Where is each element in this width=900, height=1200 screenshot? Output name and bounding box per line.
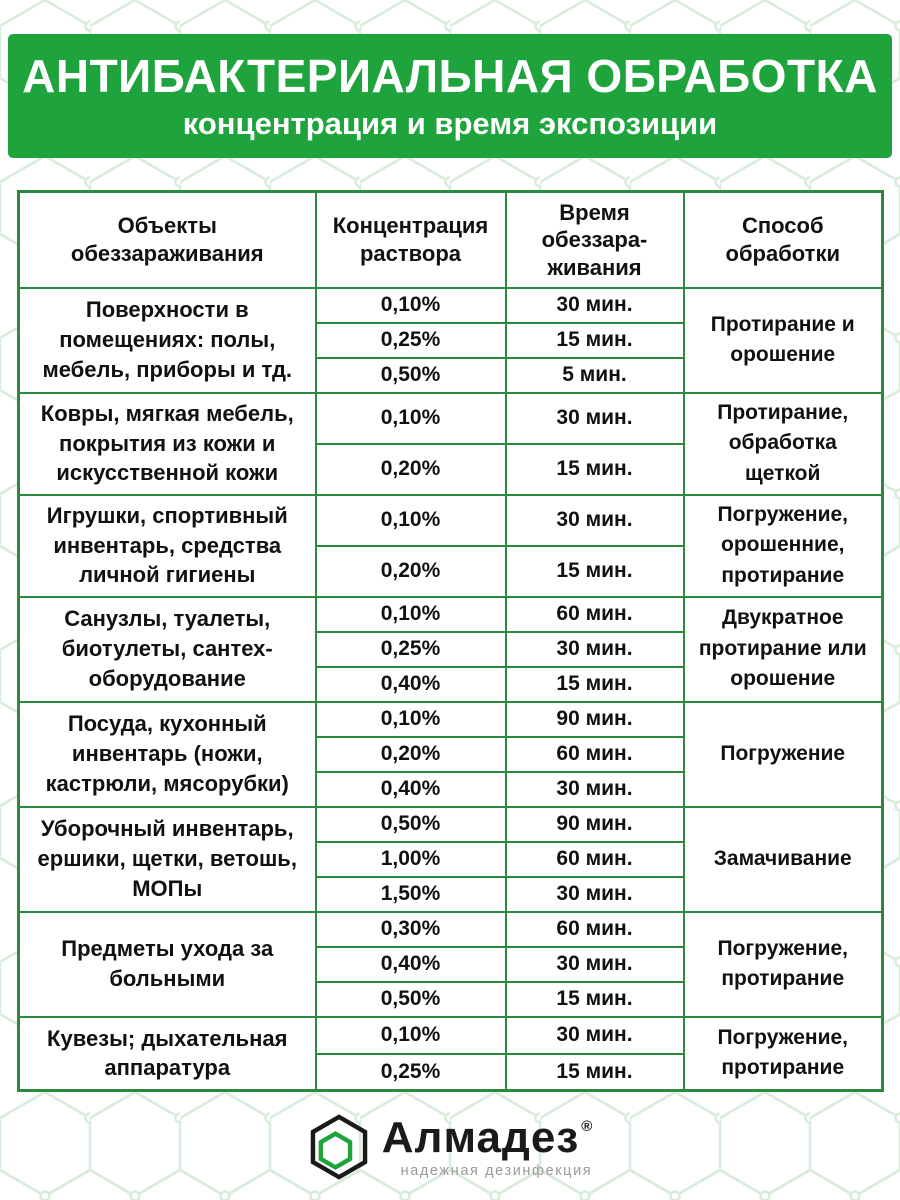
table-row: Игрушки, спортивный инвентарь, средства …	[17, 493, 884, 598]
time-value: 60 мин.	[504, 840, 685, 878]
concentration-value: 0,40%	[314, 770, 507, 808]
table-row: 0,20% 15 мин.	[19, 544, 883, 598]
time-value: 30 мин.	[504, 770, 685, 808]
concentration-value: 0,10%	[314, 391, 507, 445]
page-title: АНТИБАКТЕРИАЛЬНАЯ ОБРАБОТКА	[22, 49, 878, 102]
objects-cell: Посуда, кухонный инвентарь (ножи, кастрю…	[17, 700, 317, 808]
concentration-value: 0,10%	[314, 493, 507, 547]
table-row: 0,25% 15 мин.	[19, 321, 883, 359]
objects-cell: Поверхности в помещениях: полы, мебель, …	[17, 286, 317, 394]
time-value: 5 мин.	[504, 356, 685, 394]
method-cell: Погружение, орошенние, протирание	[682, 493, 884, 598]
table-row: 0,40% 30 мин.	[19, 770, 883, 808]
method-cell: Протирание, обработка щеткой	[682, 391, 884, 496]
brand-name-row: Алмадез ®	[381, 1112, 593, 1162]
time-value: 30 мин.	[504, 493, 685, 547]
table-row: 0,50% 15 мин.	[19, 980, 883, 1018]
concentration-value: 0,25%	[314, 321, 507, 359]
title-banner: АНТИБАКТЕРИАЛЬНАЯ ОБРАБОТКА концентрация…	[8, 34, 892, 158]
method-cell: Замачивание	[682, 805, 884, 913]
method-cell: Погружение, протирание	[682, 1015, 884, 1092]
header-time: Время обеззара- живания	[504, 190, 685, 289]
time-value: 90 мин.	[504, 700, 685, 738]
method-cell: Погружение	[682, 700, 884, 808]
almadez-hexagon-logo-icon	[310, 1114, 368, 1180]
objects-cell: Предметы ухода за больными	[17, 910, 317, 1018]
method-cell: Погружение, протирание	[682, 910, 884, 1018]
header-concentration: Концентрация раствора	[314, 190, 507, 289]
brand-name: Алмадез	[381, 1112, 580, 1162]
time-value: 15 мин.	[504, 1052, 685, 1092]
concentration-value: 0,20%	[314, 735, 507, 773]
table-row: 0,25% 15 мин.	[19, 1052, 883, 1092]
concentration-value: 0,10%	[314, 700, 507, 738]
time-value: 30 мин.	[504, 875, 685, 913]
table-header-row: Объекты обеззараживания Концентрация рас…	[17, 190, 884, 289]
table-row: Кувезы; дыхательная аппаратура 0,10% 30 …	[17, 1015, 884, 1092]
time-value: 30 мин.	[504, 1015, 685, 1055]
method-cell: Протирание и орошение	[682, 286, 884, 394]
concentration-value: 0,10%	[314, 286, 507, 324]
concentration-value: 0,50%	[314, 980, 507, 1018]
time-value: 60 мин.	[504, 735, 685, 773]
objects-cell: Кувезы; дыхательная аппаратура	[17, 1015, 317, 1092]
table-row: 0,50% 5 мин.	[19, 356, 883, 394]
concentration-value: 0,20%	[314, 544, 507, 598]
objects-cell: Санузлы, туалеты, биотулеты, сантех-обор…	[17, 595, 317, 703]
table-row: 0,40% 30 мин.	[19, 945, 883, 983]
registered-trademark-mark: ®	[581, 1117, 593, 1135]
time-value: 30 мин.	[504, 391, 685, 445]
concentration-value: 1,00%	[314, 840, 507, 878]
brand-tagline: надежная дезинфекция	[400, 1162, 593, 1179]
method-cell: Двукратное протирание или орошение	[682, 595, 884, 703]
table-row: 1,00% 60 мин.	[19, 840, 883, 878]
concentration-value: 0,50%	[314, 356, 507, 394]
concentration-value: 0,20%	[314, 442, 507, 496]
concentration-value: 0,50%	[314, 805, 507, 843]
time-value: 90 мин.	[504, 805, 685, 843]
concentration-value: 0,30%	[314, 910, 507, 948]
time-value: 15 мин.	[504, 980, 685, 1018]
brand-footer: Алмадез ® надежная дезинфекция	[0, 1102, 900, 1192]
time-value: 15 мин.	[504, 544, 685, 598]
disinfection-table: Объекты обеззараживания Концентрация рас…	[17, 190, 884, 1092]
time-value: 15 мин.	[504, 442, 685, 496]
objects-cell: Ковры, мягкая мебель, покрытия из кожи и…	[17, 391, 317, 496]
concentration-value: 0,40%	[314, 945, 507, 983]
header-objects: Объекты обеззараживания	[17, 190, 317, 289]
table-row: 0,20% 15 мин.	[19, 442, 883, 496]
concentration-value: 0,25%	[314, 1052, 507, 1092]
table-row: Санузлы, туалеты, биотулеты, сантех-обор…	[17, 595, 884, 703]
table-row: 1,50% 30 мин.	[19, 875, 883, 913]
objects-cell: Игрушки, спортивный инвентарь, средства …	[17, 493, 317, 598]
table-row: Ковры, мягкая мебель, покрытия из кожи и…	[17, 391, 884, 496]
table-row: 0,40% 15 мин.	[19, 665, 883, 703]
table-row: Поверхности в помещениях: полы, мебель, …	[17, 286, 884, 394]
table-row: 0,20% 60 мин.	[19, 735, 883, 773]
concentration-value: 0,40%	[314, 665, 507, 703]
time-value: 30 мин.	[504, 286, 685, 324]
time-value: 15 мин.	[504, 321, 685, 359]
time-value: 60 мин.	[504, 910, 685, 948]
brand-text-block: Алмадез ® надежная дезинфекция	[381, 1112, 593, 1179]
concentration-value: 0,25%	[314, 630, 507, 668]
concentration-value: 1,50%	[314, 875, 507, 913]
table-row: Предметы ухода за больными 0,30% 60 мин.…	[17, 910, 884, 1018]
table-row: 0,25% 30 мин.	[19, 630, 883, 668]
concentration-value: 0,10%	[314, 595, 507, 633]
concentration-value: 0,10%	[314, 1015, 507, 1055]
time-value: 15 мин.	[504, 665, 685, 703]
time-value: 60 мин.	[504, 595, 685, 633]
table-row: Уборочный инвентарь, ершики, щетки, вето…	[17, 805, 884, 913]
objects-cell: Уборочный инвентарь, ершики, щетки, вето…	[17, 805, 317, 913]
page-subtitle: концентрация и время экспозиции	[182, 106, 718, 142]
table-row: Посуда, кухонный инвентарь (ножи, кастрю…	[17, 700, 884, 808]
time-value: 30 мин.	[504, 630, 685, 668]
time-value: 30 мин.	[504, 945, 685, 983]
header-method: Способ обработки	[682, 190, 884, 289]
